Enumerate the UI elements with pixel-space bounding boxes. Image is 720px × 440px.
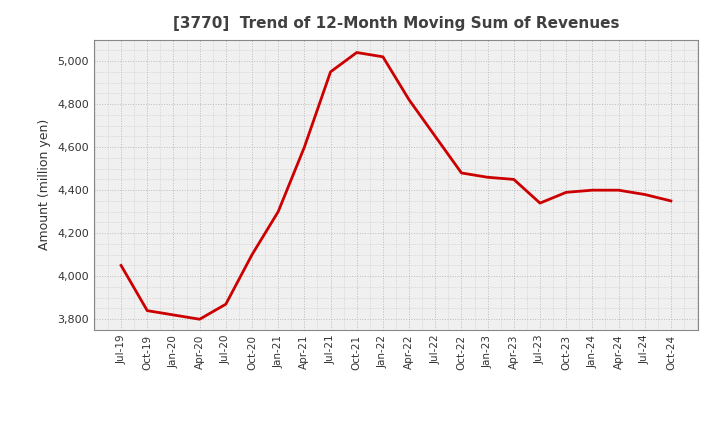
Title: [3770]  Trend of 12-Month Moving Sum of Revenues: [3770] Trend of 12-Month Moving Sum of R… bbox=[173, 16, 619, 32]
Y-axis label: Amount (million yen): Amount (million yen) bbox=[38, 119, 51, 250]
